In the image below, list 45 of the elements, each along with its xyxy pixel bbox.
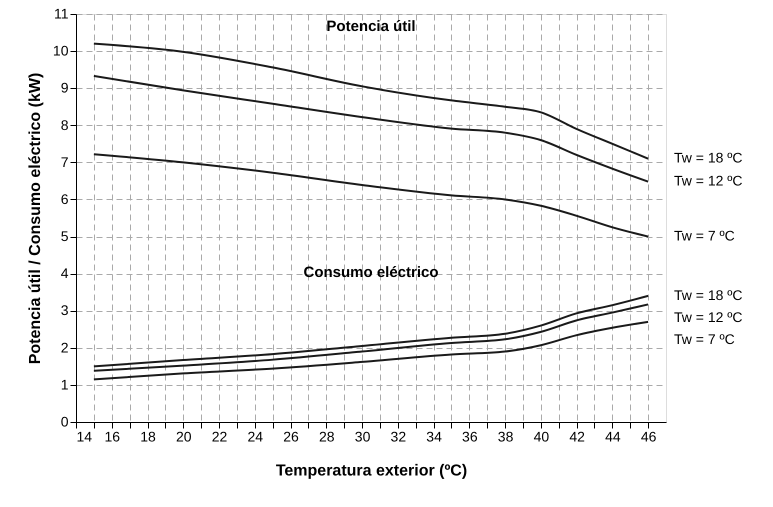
x-tick-label: 40 (534, 428, 550, 444)
y-axis-title: Potencia útil / Consumo eléctrico (kW) (26, 72, 44, 364)
line-series (92, 153, 650, 238)
line-series (92, 303, 650, 372)
x-tick-label: 36 (462, 428, 478, 444)
line-series (92, 42, 650, 160)
y-tick-label: 2 (60, 339, 69, 356)
x-tick-label: 46 (640, 428, 657, 444)
annotation: Consumo eléctrico (303, 264, 439, 281)
y-tick-label: 9 (60, 80, 69, 96)
y-tick-label: 3 (60, 302, 69, 318)
x-axis-title: Temperatura exterior (ºC) (276, 462, 468, 480)
y-tick-label: 5 (60, 228, 69, 244)
series-label: Tw = 12 ºC (674, 308, 743, 325)
series-label: Tw = 7 ºC (674, 228, 735, 244)
x-tick-label: 22 (212, 428, 228, 444)
x-tick-label: 42 (569, 428, 586, 444)
x-tick-label: 28 (319, 428, 335, 444)
y-tick-label: 4 (60, 265, 69, 282)
x-tick-label: 32 (390, 428, 406, 444)
y-tick-label: 6 (60, 190, 69, 207)
y-tick-label: 11 (54, 6, 69, 22)
series-label: Tw = 18 ºC (674, 150, 743, 166)
x-tick-label: 14 (76, 428, 92, 444)
x-tick-label: 44 (605, 428, 621, 444)
y-tick-label: 1 (60, 376, 69, 392)
x-tick-label: 24 (248, 428, 264, 444)
line-series (92, 74, 650, 183)
y-tick-label: 0 (60, 414, 69, 430)
series-label: Tw = 12 ºC (674, 172, 743, 189)
x-tick-label: 16 (104, 428, 120, 444)
y-tick-label: 8 (60, 116, 69, 133)
line-series (92, 294, 650, 368)
y-tick-label: 7 (60, 154, 69, 170)
x-tick-label: 18 (140, 428, 156, 444)
x-tick-label: 38 (498, 428, 514, 444)
series-label: Tw = 7 ºC (674, 330, 735, 347)
y-tick-label: 10 (52, 42, 69, 59)
x-tick-label: 30 (354, 428, 371, 444)
line-series (92, 320, 650, 380)
series-label: Tw = 18 ºC (674, 286, 743, 303)
x-tick-label: 26 (283, 428, 300, 444)
annotation: Potencia útil (326, 18, 416, 35)
x-tick-label: 20 (176, 428, 192, 444)
x-tick-label: 34 (426, 428, 442, 444)
